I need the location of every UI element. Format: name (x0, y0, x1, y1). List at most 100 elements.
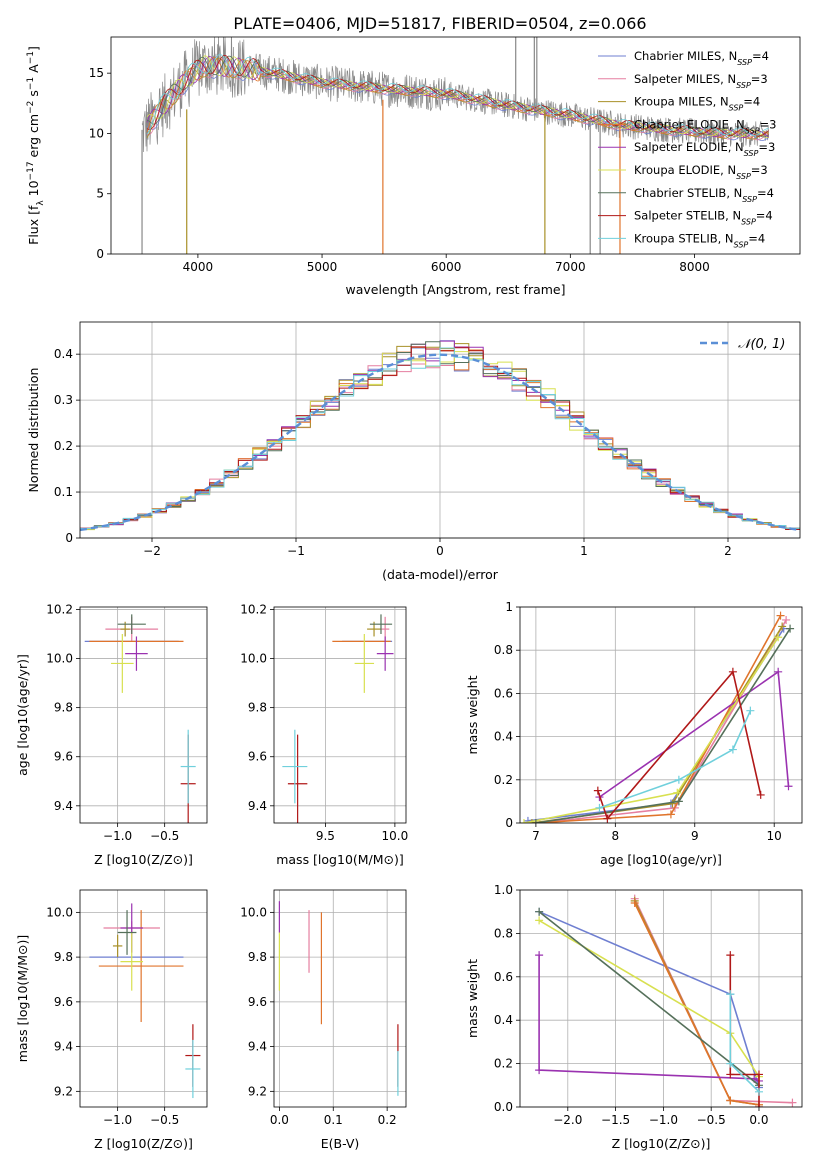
legend-text: =3 (751, 72, 768, 86)
plus-marker (782, 615, 791, 624)
plus-marker (527, 819, 536, 823)
label-part: wavelength [Angstrom, rest frame] (345, 282, 565, 297)
y-tick-label: 9.2 (54, 1084, 73, 1098)
legend-text: Kroupa MILES, N (634, 95, 729, 109)
y-tick-label: 9.8 (248, 950, 267, 964)
frame-spectrum: 4000 5000 6000 7000 8000 0 5 10 15 (89, 36, 801, 274)
axes-frame (519, 606, 803, 824)
label-part: mass [log10(M/M⊙)] (15, 935, 30, 1063)
y-tick-label: 1.0 (494, 883, 513, 897)
y-tick-label: 0.4 (494, 1013, 513, 1027)
mass-weight-line (729, 955, 760, 1107)
y-axis-label: Flux [fλ 10−17 erg cm−2 s−1 A−1] (26, 46, 46, 245)
legend-subscript: SSP (729, 103, 744, 112)
label-part: age [log10(age/yr)] (600, 852, 722, 867)
frame-mass_weight_vs_Z: −2.0 −1.5 −1.0 −0.5 0.0 0.0 0.2 0.4 0.6 0.8 1.0 (494, 883, 803, 1127)
plus-marker (754, 1070, 763, 1079)
x-tick-label: 10 (767, 829, 782, 843)
x-tick-label: −1.0 (103, 1113, 132, 1127)
label-part: Normed distribution (26, 368, 41, 493)
y-tick-label: 9.4 (248, 799, 267, 813)
x-tick-label: 8 (612, 829, 620, 843)
y-tick-label: 0 (65, 531, 73, 545)
plus-marker (523, 816, 532, 823)
plus-marker (535, 1066, 544, 1075)
legend-text: Chabrier ELODIE, N (634, 117, 745, 131)
frame-mass_vs_ebv: 0.0 0.1 0.2 9.2 9.4 9.6 9.8 10.0 (240, 889, 407, 1127)
legend-subscript: SSP (736, 80, 751, 89)
x-tick-label: 9 (691, 829, 699, 843)
series-mass_weight_vs_Z (535, 894, 797, 1107)
x-tick-label: 0.0 (270, 1113, 289, 1127)
model-spectrum-line (146, 54, 769, 136)
legend-label: Chabrier ELODIE, NSSP=3 (634, 117, 776, 135)
axes-frame (273, 606, 407, 824)
legend-text: Chabrier MILES, N (634, 49, 737, 63)
x-tick-label: 7000 (555, 260, 586, 274)
label-part: s (26, 90, 41, 101)
plus-marker (674, 797, 683, 806)
legend-text: Salpeter STELIB, N (634, 209, 741, 223)
plus-marker (674, 775, 683, 784)
model-spectrum-line (146, 57, 769, 140)
label-part: −2 (26, 101, 36, 114)
plus-marker (520, 819, 528, 823)
frame-mass_weight_vs_age: 7 8 9 10 0 0.2 0.4 0.6 0.8 1 (494, 600, 803, 843)
label-part: −17 (26, 161, 36, 180)
label-part: −1 (26, 51, 36, 64)
legend-text: =4 (743, 95, 760, 109)
y-tick-label: 0.0 (494, 1100, 513, 1114)
y-axis-label: mass weight (465, 675, 480, 754)
x-tick-label: 7 (532, 829, 540, 843)
mass-weight-line (535, 628, 791, 823)
legend-subscript: SSP (734, 240, 749, 249)
axes-mass_vs_Z (80, 890, 207, 1107)
data-spectrum-line (141, 37, 770, 153)
plus-marker (754, 1103, 763, 1107)
mass-weight-line (633, 898, 793, 1104)
y-tick-label: 0 (505, 816, 513, 830)
x-tick-label: 0.0 (749, 1113, 768, 1127)
plus-marker (728, 745, 737, 754)
y-axis-label: Normed distribution (26, 368, 41, 493)
frame-residuals: −2 −1 0 1 2 0 0.1 0.2 0.3 0.4 (54, 321, 801, 558)
histogram-step (80, 347, 800, 529)
y-tick-label: 9.6 (248, 750, 267, 764)
x-axis-label: age [log10(age/yr)] (600, 852, 722, 867)
x-tick-label: −1.0 (649, 1113, 678, 1127)
legend-text: =4 (756, 209, 773, 223)
label-part: age [log10(age/yr)] (15, 654, 30, 776)
label-part: ] (26, 46, 41, 51)
mass-weight-line (597, 670, 762, 821)
plus-marker (603, 814, 612, 823)
y-tick-label: 0.6 (494, 686, 513, 700)
label-part: λ (36, 200, 46, 206)
plus-marker (774, 633, 783, 642)
plus-marker (784, 782, 793, 791)
legend-text: =4 (748, 231, 765, 245)
plus-marker (531, 819, 540, 823)
y-tick-label: 9.6 (54, 995, 73, 1009)
y-tick-label: 10 (89, 126, 104, 140)
histograms (80, 340, 800, 532)
errorbars-age_vs_Z (84, 614, 196, 823)
mass-weight-line (599, 710, 752, 809)
plus-marker (726, 1059, 735, 1068)
series-mass_weight_vs_age (520, 611, 795, 823)
legend-subscript: SSP (744, 149, 759, 158)
legend-label: Kroupa ELODIE, NSSP=3 (634, 163, 768, 181)
plus-marker (726, 1070, 735, 1079)
y-tick-label: 0.6 (494, 970, 513, 984)
legend-label: Chabrier MILES, NSSP=4 (634, 49, 769, 67)
y-tick-label: 0.3 (54, 393, 73, 407)
y-tick-label: 9.6 (54, 750, 73, 764)
mass-weight-line (523, 636, 779, 823)
legend-subscript: SSP (737, 58, 752, 67)
y-tick-label: 9.8 (54, 701, 73, 715)
legend-text: Salpeter MILES, N (634, 72, 736, 86)
plus-marker (726, 951, 735, 960)
legend-text: =4 (757, 186, 774, 200)
label-part: Z [log10(Z/Z⊙)] (94, 852, 193, 867)
y-tick-label: 0.8 (494, 926, 513, 940)
legend-text: =3 (760, 117, 777, 131)
